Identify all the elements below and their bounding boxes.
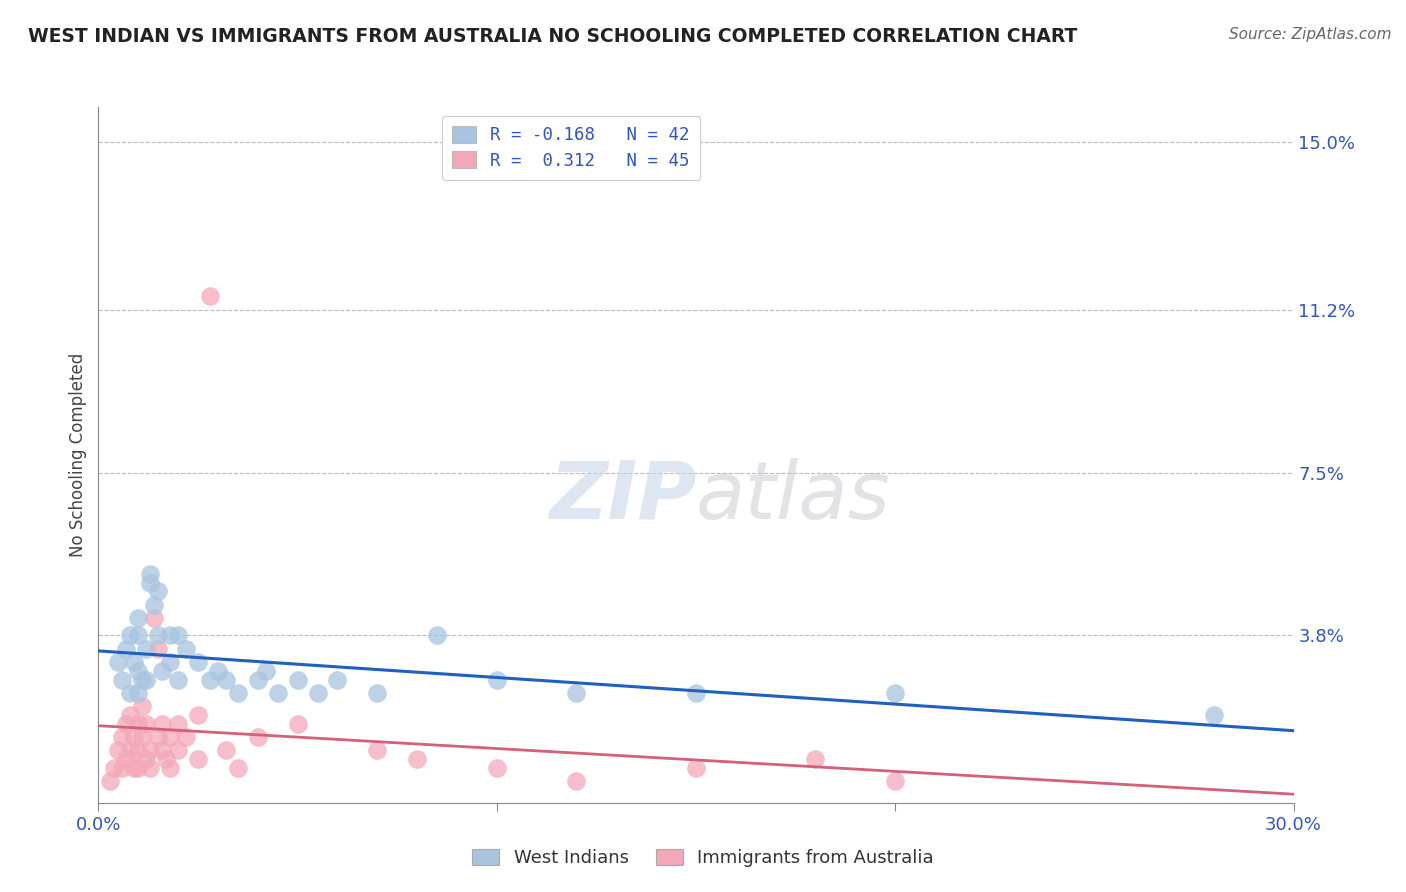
Text: Source: ZipAtlas.com: Source: ZipAtlas.com (1229, 27, 1392, 42)
Point (167, 673, 190, 687)
Point (246, 673, 269, 687)
Point (167, 743, 190, 757)
Text: WEST INDIAN VS IMMIGRANTS FROM AUSTRALIA NO SCHOOLING COMPLETED CORRELATION CHAR: WEST INDIAN VS IMMIGRANTS FROM AUSTRALIA… (28, 27, 1077, 45)
Point (139, 566, 162, 581)
Point (207, 664, 229, 678)
Point (135, 716, 157, 731)
Point (267, 686, 290, 700)
Point (135, 752, 157, 766)
Point (366, 686, 388, 700)
Point (120, 686, 142, 700)
Point (107, 743, 129, 757)
Y-axis label: No Schooling Completed: No Schooling Completed (69, 353, 87, 557)
Point (150, 716, 173, 731)
Point (143, 598, 166, 612)
Point (131, 730, 153, 744)
Point (174, 730, 197, 744)
Point (135, 673, 157, 687)
Text: atlas: atlas (696, 458, 891, 536)
Point (884, 686, 907, 700)
Point (148, 584, 170, 599)
Point (187, 655, 209, 669)
Point (124, 730, 146, 744)
Point (159, 761, 181, 775)
Point (167, 628, 190, 642)
Point (485, 673, 508, 687)
Point (127, 743, 149, 757)
Point (246, 730, 269, 744)
Point (124, 761, 146, 775)
Text: ZIP: ZIP (548, 458, 696, 536)
Point (139, 761, 162, 775)
Point (127, 664, 149, 678)
Point (254, 664, 277, 678)
Point (115, 752, 138, 766)
Point (565, 773, 588, 788)
Point (120, 743, 142, 757)
Point (131, 698, 153, 713)
Point (167, 716, 190, 731)
Point (1202, 707, 1225, 722)
Point (127, 611, 149, 625)
Point (685, 686, 707, 700)
Legend: West Indians, Immigrants from Australia: West Indians, Immigrants from Australia (465, 841, 941, 874)
Point (120, 707, 142, 722)
Point (287, 716, 309, 731)
Point (127, 761, 149, 775)
Point (226, 686, 249, 700)
Point (124, 655, 146, 669)
Point (287, 673, 309, 687)
Point (366, 743, 388, 757)
Point (111, 761, 134, 775)
Point (159, 628, 181, 642)
Point (198, 289, 221, 303)
Point (135, 641, 157, 656)
Point (103, 761, 125, 775)
Point (187, 707, 209, 722)
Point (150, 664, 173, 678)
Point (131, 673, 153, 687)
Point (143, 611, 166, 625)
Point (150, 743, 173, 757)
Point (215, 743, 238, 757)
Point (174, 641, 197, 656)
Point (426, 628, 449, 642)
Point (111, 673, 134, 687)
Point (139, 575, 162, 590)
Point (187, 752, 209, 766)
Point (159, 655, 181, 669)
Point (115, 641, 138, 656)
Point (148, 628, 170, 642)
Point (804, 752, 827, 766)
Point (215, 673, 238, 687)
Point (198, 673, 221, 687)
Point (115, 716, 138, 731)
Point (139, 743, 162, 757)
Point (565, 686, 588, 700)
Point (127, 716, 149, 731)
Point (107, 655, 129, 669)
Point (127, 686, 149, 700)
Point (148, 641, 170, 656)
Point (406, 752, 429, 766)
Point (98, 773, 122, 788)
Point (127, 628, 149, 642)
Point (884, 773, 907, 788)
Point (226, 761, 249, 775)
Point (120, 628, 142, 642)
Legend: R = -0.168   N = 42, R =  0.312   N = 45: R = -0.168 N = 42, R = 0.312 N = 45 (441, 116, 700, 180)
Point (148, 730, 170, 744)
Point (111, 730, 134, 744)
Point (155, 752, 177, 766)
Point (159, 730, 181, 744)
Point (485, 761, 508, 775)
Point (326, 673, 349, 687)
Point (685, 761, 707, 775)
Point (307, 686, 329, 700)
